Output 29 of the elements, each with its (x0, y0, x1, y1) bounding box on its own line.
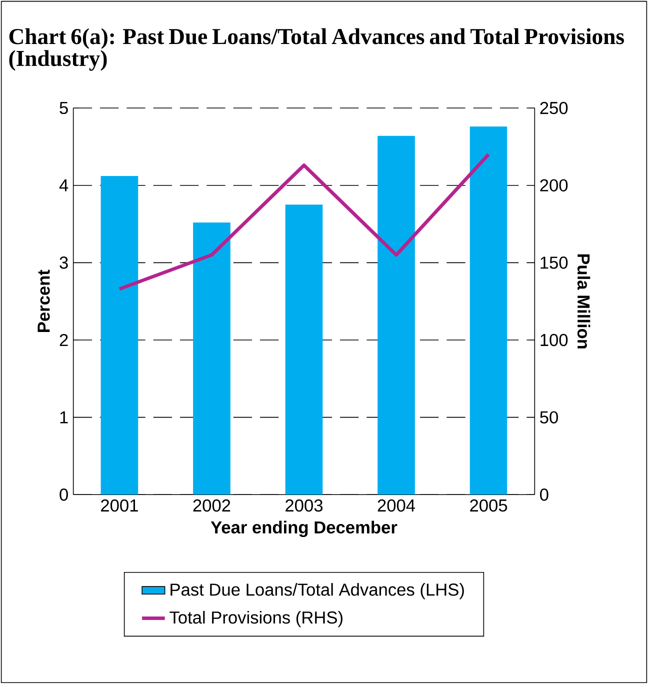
y-tick-label: 0 (60, 488, 68, 501)
chart-title: Chart 6(a): Past Due Loans/Total Advances and Total Provisions (Industry) (9, 28, 624, 71)
legend-label: Total Provisions (RHS) (170, 610, 342, 628)
y-tick-label: 2 (60, 334, 68, 346)
bar (378, 136, 415, 495)
x-tick-label: 2002 (193, 499, 230, 512)
bar (193, 222, 230, 495)
y2-tick-label: 200 (540, 179, 568, 192)
x-tick-label: 2001 (101, 499, 138, 512)
bar (100, 176, 138, 495)
y2-tick-label: 250 (540, 102, 568, 114)
y2-tick-label: 100 (540, 334, 568, 346)
y2-axis-title: Pula Million (577, 254, 590, 348)
y-tick-label: 3 (60, 256, 68, 269)
x-tick-label: 2004 (378, 499, 416, 512)
x-tick-label: 2003 (286, 499, 323, 512)
y-tick-label: 1 (60, 411, 68, 424)
y2-tick-label: 50 (540, 411, 558, 424)
legend-label: Past Due Loans/Total Advances (LHS) (170, 583, 464, 600)
bar (285, 204, 323, 495)
y-tick-label: 4 (59, 179, 68, 192)
line-series (118, 152, 490, 291)
y-axis-title: Percent (38, 270, 50, 332)
y2-tick-label: 0 (540, 488, 548, 501)
x-tick-label: 2005 (470, 499, 508, 512)
bar (470, 126, 508, 495)
y-tick-label: 5 (60, 102, 68, 114)
y2-tick-label: 150 (540, 256, 568, 269)
x-axis-title: Year ending December (210, 520, 398, 538)
